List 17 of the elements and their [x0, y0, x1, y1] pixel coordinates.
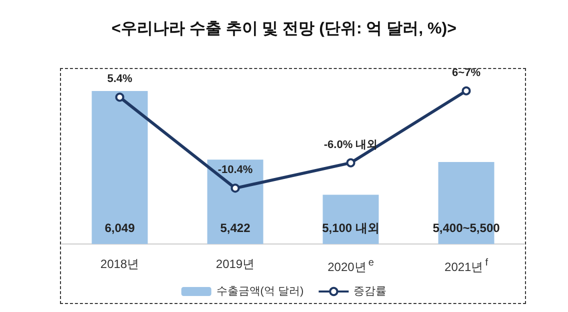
point — [462, 86, 471, 96]
data-label: 6~7% — [452, 66, 481, 79]
point — [346, 158, 356, 168]
point — [230, 184, 240, 193]
data-label: -10.4% — [218, 164, 253, 176]
data-label: 5.4% — [107, 73, 132, 86]
chart-title: <우리나라 수출 추이 및 전망 (단위: 억 달러, %)> — [112, 20, 456, 38]
data-label: 5,100 내외 — [322, 221, 380, 235]
x-tick-label: 2019년 — [216, 257, 255, 271]
data-label: 6,049 — [104, 221, 136, 235]
data-label: -6.0% 내외 — [324, 138, 378, 151]
data-label: 5,422 — [220, 221, 251, 235]
point — [115, 92, 124, 102]
x-tick-label: 2018년 — [100, 257, 140, 271]
legend-label: 수출금액(억 달러) — [216, 286, 304, 298]
data-label: 5,400~5,500 — [432, 221, 500, 235]
legend-label: 증감률 — [354, 286, 387, 298]
